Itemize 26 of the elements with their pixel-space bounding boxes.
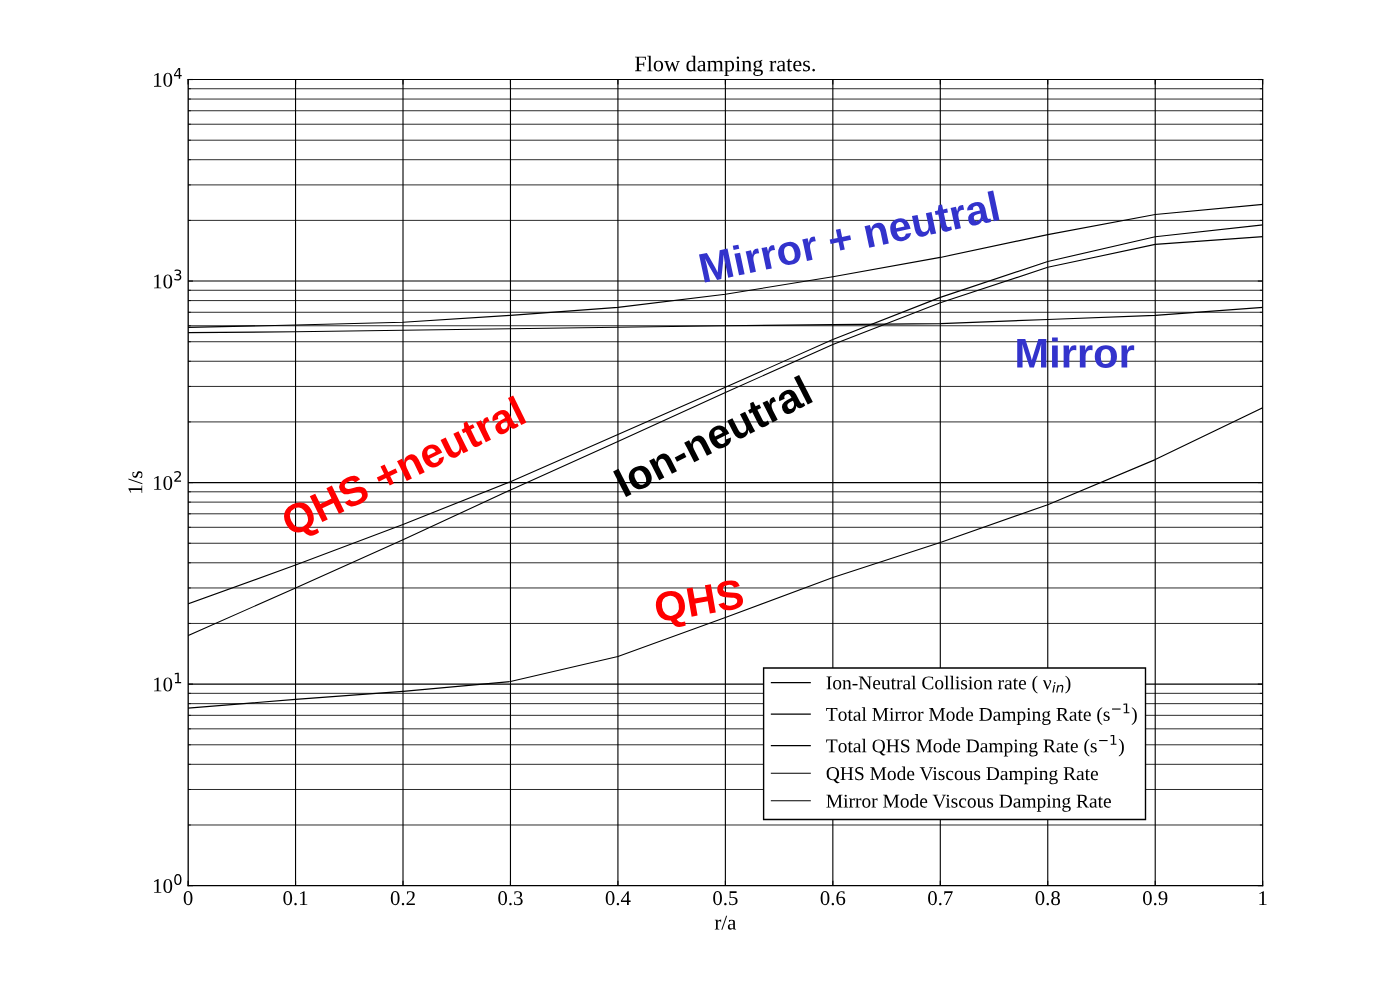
x-tick-label: 0.1 [283, 891, 308, 906]
x-tick-label: 0.9 [1142, 891, 1168, 906]
x-tick-label: 0 [183, 891, 193, 906]
legend-label: Ion-Neutral Collision rate ( ν$_{in}$) [826, 675, 1071, 694]
legend-label: Total Mirror Mode Damping Rate (s$^{−1}$) [826, 703, 1137, 725]
y-tick-label: 10$^{1}$ [154, 672, 182, 692]
x-tick-label: 0.8 [1035, 891, 1060, 906]
x-tick-label: 0.4 [605, 891, 631, 906]
x-tick-label: 1 [1259, 891, 1267, 905]
annotation: QHS [653, 578, 746, 631]
x-tick-label: 0.6 [820, 891, 846, 906]
x-tick-label: 0.3 [498, 891, 523, 906]
legend-label: Total QHS Mode Damping Rate (s$^{−1}$) [826, 734, 1124, 757]
y-tick-label: 10$^{0}$ [154, 874, 182, 894]
chart-title: Flow damping rates. [634, 55, 815, 76]
legend-label: Mirror Mode Viscous Damping Rate [826, 794, 1111, 812]
y-tick-label: 10$^{3}$ [154, 269, 182, 289]
x-axis-title: r/a [714, 915, 737, 930]
x-tick-label: 0.5 [713, 891, 738, 906]
x-tick-label: 0.7 [928, 891, 953, 906]
y-tick-label: 10$^{2}$ [154, 470, 182, 490]
annotation: Mirror + neutral [698, 190, 1000, 283]
legend-label: QHS Mode Viscous Damping Rate [826, 766, 1099, 785]
y-axis-title: 1/s [128, 471, 143, 493]
x-tick-label: 0.2 [390, 891, 415, 906]
y-tick-label: 10$^{4}$ [154, 68, 182, 87]
